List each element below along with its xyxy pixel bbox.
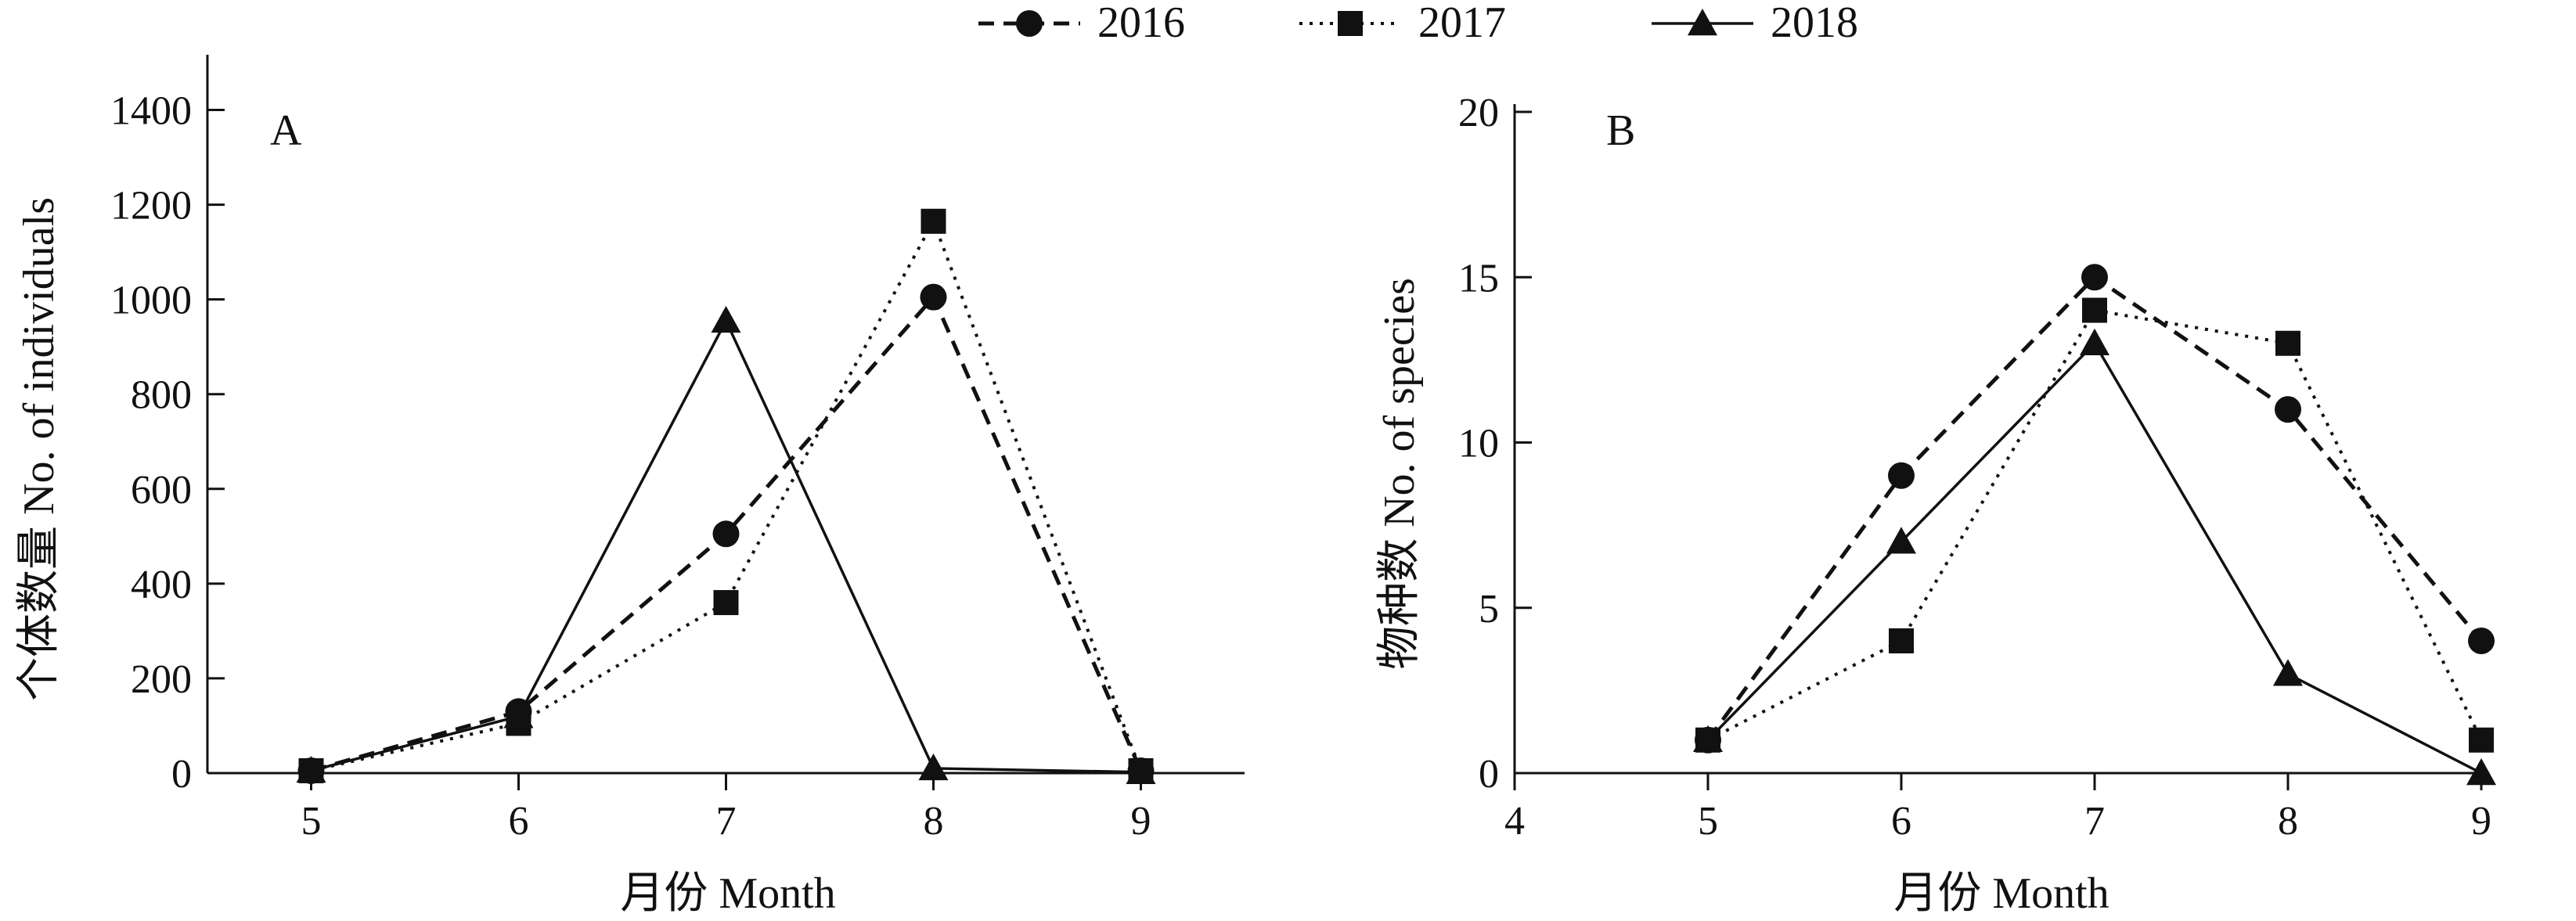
data-point-2018 xyxy=(503,701,534,729)
data-point-2016 xyxy=(2468,628,2495,654)
data-point-2018 xyxy=(296,755,326,783)
x-tick-label: 6 xyxy=(509,799,529,844)
data-point-2017 xyxy=(713,590,739,616)
legend-item-2016: 2016 xyxy=(978,0,1185,47)
series-line-2018 xyxy=(1706,340,2482,775)
y-tick-label: 10 xyxy=(1458,422,1499,466)
x-tick-label: 7 xyxy=(716,799,737,844)
legend-label-2016: 2016 xyxy=(1097,0,1185,47)
y-tick-label: 600 xyxy=(131,468,192,513)
legend-marker-2017 xyxy=(1338,11,1363,36)
legend-item-2018: 2018 xyxy=(1652,0,1858,47)
y-tick-label: 1400 xyxy=(110,89,192,134)
x-tick-label: 8 xyxy=(2278,799,2298,844)
panel-letter: A xyxy=(270,106,302,155)
series-2018 xyxy=(1693,328,2496,786)
data-point-2018 xyxy=(2080,328,2109,355)
series-2018 xyxy=(296,305,1156,784)
data-point-2018 xyxy=(1886,527,1916,554)
data-point-2016 xyxy=(920,283,947,311)
data-point-2016 xyxy=(2275,396,2301,423)
legend-marker-2018 xyxy=(1688,9,1717,36)
panel-letter: B xyxy=(1606,106,1635,155)
x-tick-label: 8 xyxy=(924,799,944,844)
y-tick-label: 1200 xyxy=(110,184,192,228)
x-tick-label: 5 xyxy=(301,799,322,844)
y-tick-label: 0 xyxy=(171,752,192,797)
y-tick-label: 1000 xyxy=(110,279,192,323)
y-tick-label: 20 xyxy=(1458,91,1499,135)
x-tick-label: 9 xyxy=(2471,799,2491,844)
x-tick-label: 9 xyxy=(1131,799,1151,844)
series-line-2017 xyxy=(1707,308,2483,742)
legend: 2016 2017 2018 xyxy=(978,0,1858,47)
legend-label-2018: 2018 xyxy=(1771,0,1858,47)
chart-panel-b: 0 5 10 15 20 4 5 6 7 8 9 月份 Month 物种数 No. of species… xyxy=(1375,91,2496,918)
data-point-2018 xyxy=(1126,757,1156,784)
data-point-2017 xyxy=(2275,330,2300,356)
legend-item-2017: 2017 xyxy=(1299,0,1506,47)
y-tick-label: 400 xyxy=(131,563,192,607)
chart-panel-a: 0 200 400 600 800 1000 1200 1400 5 6 7 8 9 月份 Month 个体… xyxy=(15,55,1245,918)
y-axis-title: 个体数量 No. of individuals xyxy=(15,197,63,701)
x-axis-title: 月份 Month xyxy=(620,869,835,918)
data-point-2018 xyxy=(2273,659,2303,686)
data-point-2017 xyxy=(2469,727,2494,753)
data-point-2017 xyxy=(2082,297,2107,323)
series-2016 xyxy=(297,283,1155,784)
data-point-2018 xyxy=(918,753,949,781)
y-tick-label: 200 xyxy=(131,657,192,702)
legend-marker-2016 xyxy=(1016,10,1043,37)
data-point-2017 xyxy=(921,208,946,234)
legend-label-2017: 2017 xyxy=(1418,0,1506,47)
x-axis-title: 月份 Month xyxy=(1893,869,2109,918)
data-point-2018 xyxy=(2466,758,2496,786)
series-line-2017 xyxy=(311,217,1143,772)
data-point-2018 xyxy=(711,305,741,333)
y-tick-label: 15 xyxy=(1458,256,1499,300)
data-point-2017 xyxy=(1889,628,1914,653)
data-point-2016 xyxy=(2081,264,2108,291)
x-tick-label: 4 xyxy=(1504,799,1525,844)
x-tick-label: 7 xyxy=(2084,799,2105,844)
y-tick-label: 0 xyxy=(1479,752,1499,797)
y-axis-title: 物种数 No. of species xyxy=(1375,278,1424,670)
y-tick-label: 5 xyxy=(1479,587,1499,631)
data-point-2018 xyxy=(1693,725,1723,752)
series-2017 xyxy=(1695,297,2494,753)
data-point-2016 xyxy=(712,520,740,548)
series-2017 xyxy=(298,208,1154,783)
data-point-2016 xyxy=(1888,462,1915,489)
x-tick-label: 5 xyxy=(1698,799,1718,844)
y-tick-label: 800 xyxy=(131,373,192,418)
x-tick-label: 6 xyxy=(1891,799,1911,844)
